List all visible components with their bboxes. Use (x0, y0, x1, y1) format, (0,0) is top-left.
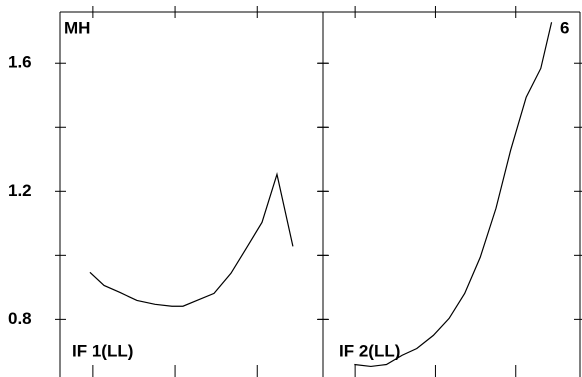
data-line (89, 171, 294, 307)
y-tick-label: 1.6 (8, 53, 32, 72)
panel-annotation: IF 1(LL) (72, 341, 133, 360)
panel-annotation: IF 2(LL) (339, 341, 400, 360)
panel-title: 6 (560, 18, 569, 37)
data-line (354, 22, 553, 368)
y-tick-label: 1.2 (8, 181, 32, 200)
y-tick-label: 0.8 (8, 309, 32, 328)
panel-title: MH (64, 18, 90, 37)
